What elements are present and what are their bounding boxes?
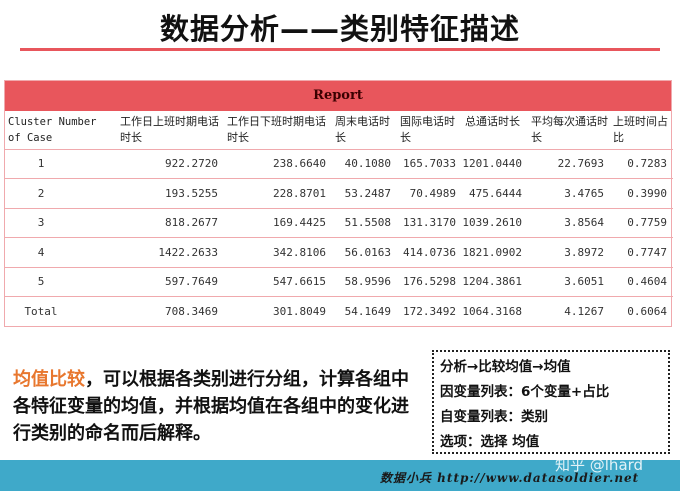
table-row: 1 922.2720 238.6640 40.1080 165.7033 120… (5, 149, 673, 179)
table-cell: 4.1267 (564, 305, 604, 318)
table-cell: 56.0163 (332, 237, 397, 268)
table-row: 3 818.2677 169.4425 51.5508 131.3170 103… (5, 208, 673, 238)
table-cell: 4 (5, 237, 117, 268)
page-title: 数据分析——类别特征描述 (159, 12, 520, 46)
report-heading: Report (5, 81, 671, 111)
table-cell: 547.6615 (224, 267, 332, 297)
table-row: 5 597.7649 547.6615 58.9596 176.5298 120… (5, 267, 673, 297)
title-divider (20, 48, 660, 51)
column-header: 工作日上班时期电话时长 (117, 111, 224, 150)
table-cell: 0.7759 (610, 208, 673, 238)
step-item: 选项：选择 均值 (440, 434, 540, 450)
table-row: 4 1422.2633 342.8106 56.0163 414.0736 18… (5, 237, 673, 268)
column-header: 周末电话时长 (332, 111, 397, 150)
column-header: 上班时间占比 (610, 111, 673, 150)
table-cell: 1064.3168 (462, 305, 522, 318)
table-row-total: Total 708.3469 301.8049 54.1649 172.3492… (5, 297, 673, 327)
table-cell: 414.0736 (397, 237, 462, 268)
table-cell: 818.2677 (117, 208, 224, 238)
table-cell: 51.5508 (332, 208, 397, 238)
step-item: 因变量列表：6个变量+占比 (440, 384, 610, 400)
table-cell: 708.3469 (165, 305, 218, 318)
table-cell: 301.8049 (273, 305, 326, 318)
table-cell: 40.1080 (332, 149, 397, 179)
table-cell: 3.8564 (528, 208, 610, 238)
table-cell: 169.4425 (224, 208, 332, 238)
table-cell: 475.6444 (462, 178, 528, 209)
table-cell: 1422.2633 (117, 237, 224, 268)
table-cell: Total (24, 305, 58, 318)
table-cell: 70.4989 (397, 178, 462, 209)
footer-credit: 数据小兵 http://www.datasoldier.net (380, 471, 640, 485)
step-item: 分析→比较均值→均值 (440, 359, 571, 375)
table-row: 2 193.5255 228.8701 53.2487 70.4989 475.… (5, 178, 673, 209)
explanation-text: 均值比较，可以根据各类别进行分组，计算各组中各特征变量的均值，并根据均值在各组中… (13, 366, 423, 447)
table-cell: 597.7649 (117, 267, 224, 297)
table-cell: 922.2720 (117, 149, 224, 179)
table-cell: 53.2487 (332, 178, 397, 209)
table-cell: 1039.2610 (462, 208, 528, 238)
column-header: 工作日下班时期电话时长 (224, 111, 332, 150)
column-header: 平均每次通话时长 (528, 111, 610, 150)
column-header: Cluster Number of Case (5, 111, 117, 150)
table-cell: 342.8106 (224, 237, 332, 268)
table-cell: 238.6640 (224, 149, 332, 179)
report-grid: Cluster Number of Case 工作日上班时期电话时长 工作日下班… (5, 111, 673, 326)
table-cell: 3.4765 (528, 178, 610, 209)
explanation-body: ，可以根据各类别进行分组，计算各组中各特征变量的均值，并根据均值在各组中的变化进… (13, 369, 409, 444)
table-cell: 0.6064 (627, 305, 667, 318)
table-cell: 172.3492 (403, 305, 456, 318)
table-header-row: Cluster Number of Case 工作日上班时期电话时长 工作日下班… (5, 111, 673, 150)
table-cell: 1201.0440 (462, 149, 528, 179)
table-cell: 1 (5, 149, 117, 179)
step-item: 自变量列表：类别 (440, 409, 548, 425)
table-cell: 0.7747 (610, 237, 673, 268)
table-cell: 3.6051 (528, 267, 610, 297)
table-cell: 228.8701 (224, 178, 332, 209)
table-cell: 0.4604 (610, 267, 673, 297)
table-cell: 165.7033 (397, 149, 462, 179)
table-cell: 58.9596 (332, 267, 397, 297)
watermark: 知乎 @lhard (555, 456, 644, 474)
table-cell: 22.7693 (528, 149, 610, 179)
highlight-term: 均值比较 (13, 369, 85, 390)
table-cell: 1821.0902 (462, 237, 528, 268)
steps-box: 分析→比较均值→均值 因变量列表：6个变量+占比 自变量列表：类别 选项：选择 … (432, 350, 670, 454)
table-cell: 3.8972 (528, 237, 610, 268)
table-cell: 131.3170 (397, 208, 462, 238)
table-cell: 193.5255 (117, 178, 224, 209)
column-header: 国际电话时长 (397, 111, 462, 150)
table-cell: 1204.3861 (462, 267, 528, 297)
table-cell: 54.1649 (344, 305, 391, 318)
table-cell: 0.7283 (610, 149, 673, 179)
table-cell: 2 (5, 178, 117, 209)
footer-bar (0, 460, 680, 491)
table-cell: 3 (5, 208, 117, 238)
table-cell: 0.3990 (610, 178, 673, 209)
column-header: 总通话时长 (462, 111, 528, 150)
table-cell: 5 (5, 267, 117, 297)
report-table: Report Cluster Number of Case 工作日上班时期电话时… (4, 80, 673, 327)
table-cell: 176.5298 (397, 267, 462, 297)
